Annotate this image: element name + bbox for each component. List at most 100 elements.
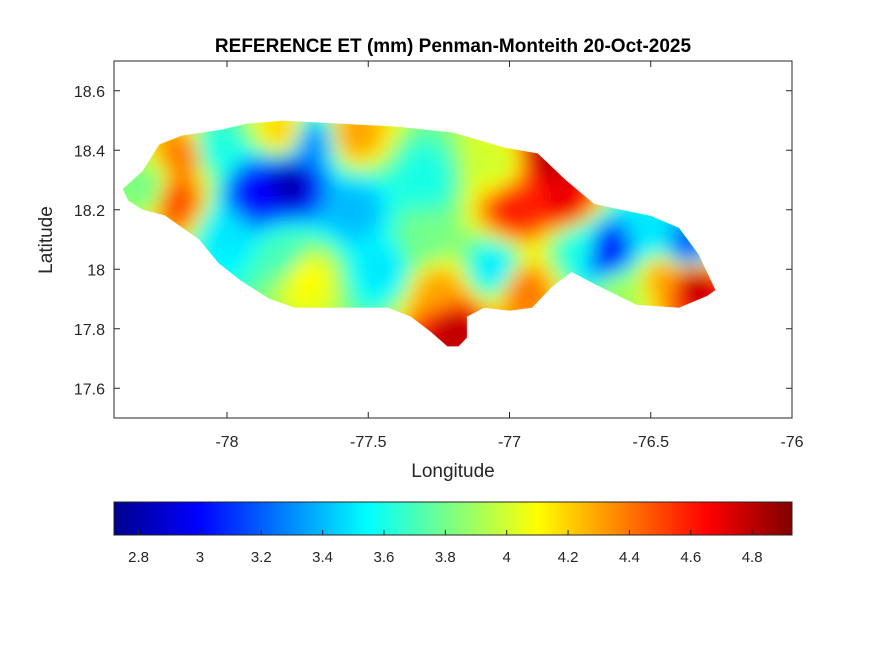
et-cell <box>552 262 561 271</box>
et-cell <box>583 242 592 251</box>
et-cell <box>303 268 312 277</box>
et-cell <box>689 294 698 303</box>
et-cell <box>105 138 113 146</box>
et-cell <box>353 131 362 140</box>
et-cell <box>558 203 567 212</box>
et-cell <box>682 236 691 244</box>
et-cell <box>235 131 244 140</box>
et-cell <box>639 255 648 264</box>
et-cell <box>254 216 262 225</box>
et-cell <box>608 242 617 251</box>
et-cell <box>403 209 412 218</box>
et-cell <box>682 249 691 258</box>
et-cell <box>247 157 256 166</box>
et-cell <box>297 216 306 225</box>
et-cell <box>316 131 325 140</box>
et-cell <box>403 131 412 140</box>
et-cell <box>608 236 617 244</box>
et-cell <box>397 157 405 166</box>
et-cell <box>409 229 418 238</box>
et-cell <box>297 144 306 153</box>
et-cell <box>216 249 225 258</box>
et-cell <box>334 131 343 140</box>
et-cell <box>571 190 579 199</box>
et-cell <box>309 124 318 133</box>
et-cell <box>440 301 449 310</box>
et-cell <box>397 308 405 316</box>
et-cell <box>415 308 424 316</box>
et-cell <box>633 249 642 258</box>
et-cell <box>577 242 586 251</box>
et-cell <box>651 301 660 310</box>
et-cell <box>353 249 362 258</box>
et-cell <box>397 236 405 244</box>
et-cell <box>309 281 318 290</box>
et-cell <box>285 170 294 179</box>
et-cell <box>272 229 281 238</box>
et-cell <box>154 196 163 205</box>
et-cell <box>415 301 424 310</box>
et-cell <box>421 170 430 179</box>
et-cell <box>502 262 511 271</box>
et-cell <box>496 281 505 290</box>
et-cell <box>428 314 436 323</box>
et-cell <box>191 222 200 231</box>
et-cell <box>465 216 474 225</box>
et-cell <box>309 222 318 231</box>
et-cell <box>328 183 337 192</box>
et-cell <box>421 268 430 277</box>
et-cell <box>384 268 393 277</box>
et-cell <box>235 209 244 218</box>
et-cell <box>241 275 250 284</box>
et-cell <box>452 242 461 251</box>
x-axis: -78 -77.5 -77 -76.5 -76 <box>215 61 804 451</box>
et-cell <box>496 222 505 231</box>
et-cell <box>167 157 175 166</box>
et-cell <box>359 222 368 231</box>
et-cell <box>247 164 256 172</box>
et-cell <box>539 288 548 297</box>
et-cell <box>384 164 393 172</box>
et-cell <box>602 242 611 251</box>
et-cell <box>278 236 287 244</box>
et-cell <box>129 183 138 192</box>
et-cell <box>222 137 231 146</box>
et-cell <box>204 216 213 225</box>
et-cell <box>260 183 269 192</box>
et-cell <box>297 249 306 258</box>
et-cell <box>341 229 349 238</box>
et-cell <box>608 222 617 231</box>
et-cell <box>222 131 231 140</box>
et-cell <box>191 150 200 159</box>
et-cell <box>639 222 648 231</box>
et-cell <box>272 268 281 277</box>
et-cell <box>564 262 573 271</box>
et-cell <box>272 120 281 127</box>
et-cell <box>484 150 492 159</box>
et-cell <box>291 124 300 133</box>
et-cell <box>409 150 418 159</box>
et-cell <box>452 209 461 218</box>
et-cell <box>390 216 399 225</box>
et-cell <box>428 137 436 146</box>
et-cell <box>235 222 244 231</box>
et-cell <box>303 177 312 186</box>
et-cell <box>477 275 486 284</box>
et-cell <box>434 288 443 297</box>
et-cell <box>459 164 468 172</box>
et-cell <box>390 222 399 231</box>
et-cell <box>571 242 579 251</box>
et-cell <box>316 268 325 277</box>
et-cell <box>484 262 492 271</box>
et-cell <box>496 150 505 159</box>
et-cell <box>148 190 157 199</box>
et-cell <box>397 209 405 218</box>
et-cell <box>229 144 238 153</box>
et-cell <box>272 157 281 166</box>
et-cell <box>633 262 642 271</box>
et-cell <box>167 183 175 192</box>
et-cell <box>558 222 567 231</box>
et-cell <box>614 249 623 258</box>
et-cell <box>235 177 244 186</box>
et-cell <box>291 281 300 290</box>
